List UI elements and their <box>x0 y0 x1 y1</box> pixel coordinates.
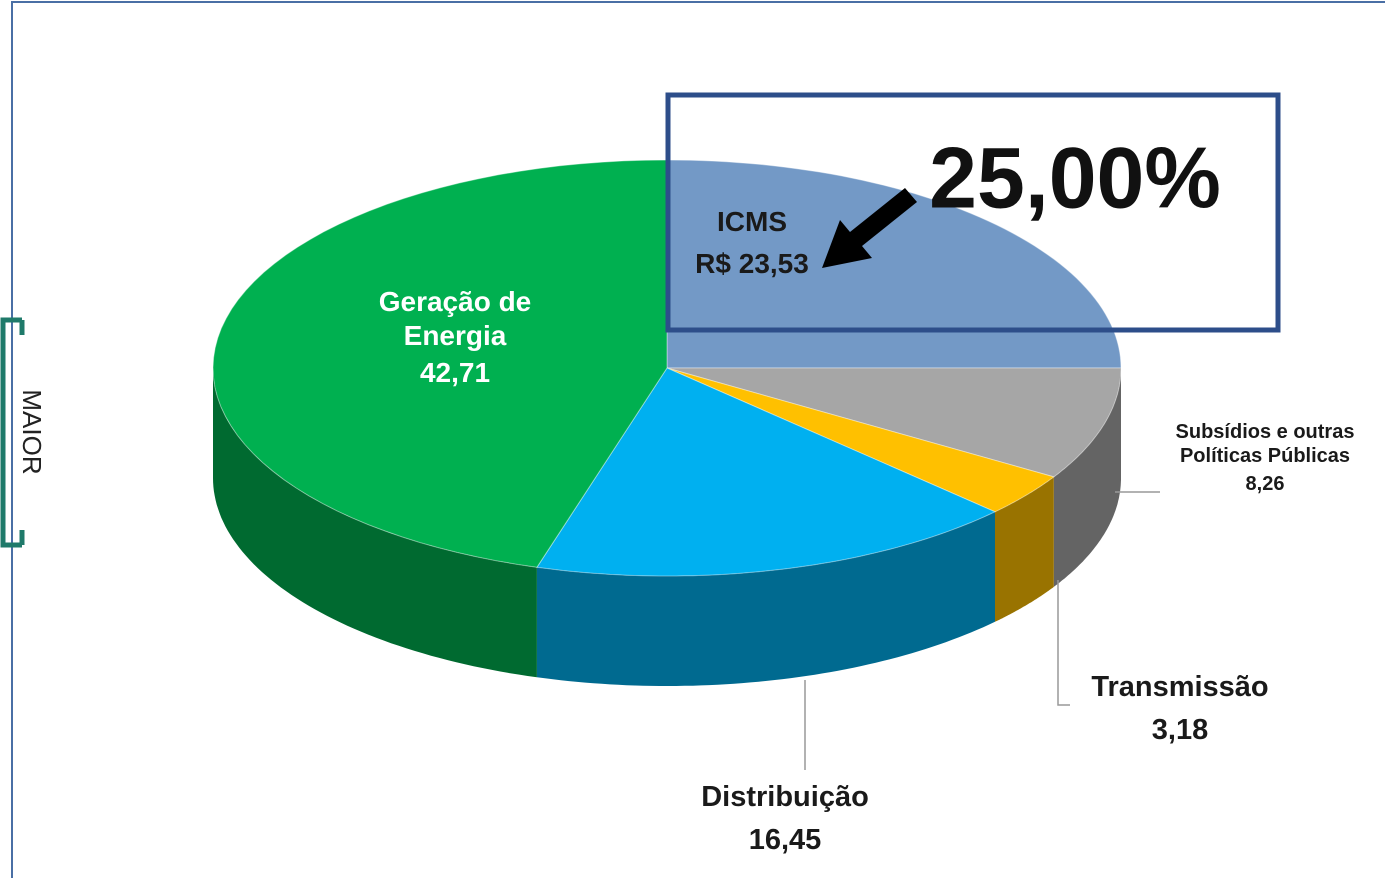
slice-value: R$ 23,53 <box>695 247 809 279</box>
arrow <box>822 188 917 268</box>
slice-value: 42,71 <box>419 357 491 389</box>
slice-label: Geração de Energia <box>378 286 532 351</box>
annotation-box <box>665 92 1281 333</box>
side-label: MAIOR <box>17 389 47 474</box>
annotation: 25,00% <box>929 131 1221 227</box>
slice-label: ICMS <box>717 206 787 237</box>
pie-slice-side <box>1053 368 1121 587</box>
pie-slice <box>212 159 668 568</box>
slice-label: Distribuição <box>701 781 869 813</box>
pie <box>212 159 1122 686</box>
pie-slice <box>536 367 997 577</box>
pie-slice-side <box>536 511 995 686</box>
frame <box>11 1 1385 878</box>
slice-label: Transmissão <box>1091 671 1269 703</box>
slice-value: 8,26 <box>1245 473 1285 495</box>
pie-slice-side <box>213 368 537 678</box>
slice-value: 16,45 <box>748 823 822 856</box>
leader-line <box>1057 580 1070 706</box>
pie-slice <box>666 159 1122 369</box>
pie-slice <box>666 367 1055 513</box>
pie-slice <box>666 367 1122 478</box>
pie-slice-side <box>995 476 1054 622</box>
slice-label: Subsídios e outras Políticas Públicas <box>1175 421 1355 467</box>
bracket <box>0 317 25 548</box>
slice-value: 3,18 <box>1151 713 1209 746</box>
